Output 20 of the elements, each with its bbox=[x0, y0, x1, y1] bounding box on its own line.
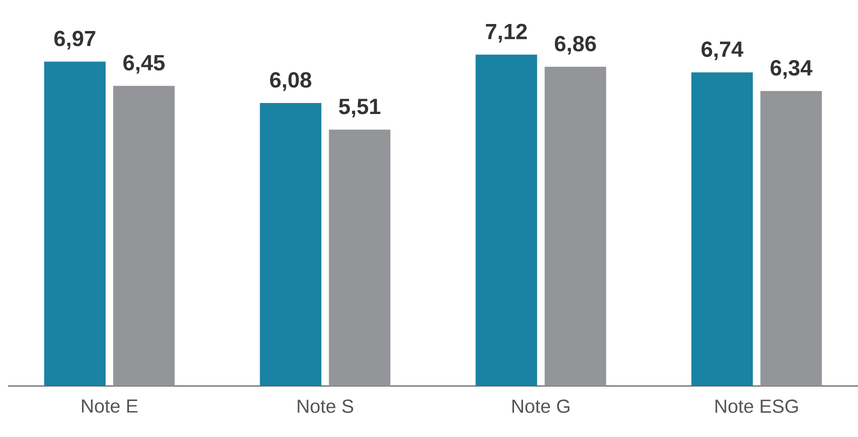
data-label: 5,51 bbox=[338, 98, 380, 118]
bar bbox=[113, 86, 175, 386]
data-label: 6,86 bbox=[554, 36, 596, 55]
data-label: 6,74 bbox=[702, 41, 744, 60]
bar bbox=[544, 66, 606, 386]
x-tick-label: Note S bbox=[298, 400, 354, 413]
bar bbox=[260, 103, 322, 386]
bar bbox=[691, 72, 753, 386]
x-tick-label: Note G bbox=[512, 400, 570, 413]
data-label: 6,45 bbox=[123, 54, 165, 74]
data-label: 6,08 bbox=[270, 72, 312, 91]
x-tick-label: Note ESG bbox=[716, 400, 798, 413]
bar bbox=[760, 90, 822, 386]
bar bbox=[44, 62, 106, 386]
bar bbox=[476, 54, 538, 386]
x-tick-label: Note E bbox=[82, 400, 138, 413]
data-label: 7,12 bbox=[486, 24, 527, 42]
data-label: 6,97 bbox=[54, 30, 96, 50]
bar bbox=[328, 130, 390, 386]
data-label: 6,34 bbox=[770, 60, 812, 79]
